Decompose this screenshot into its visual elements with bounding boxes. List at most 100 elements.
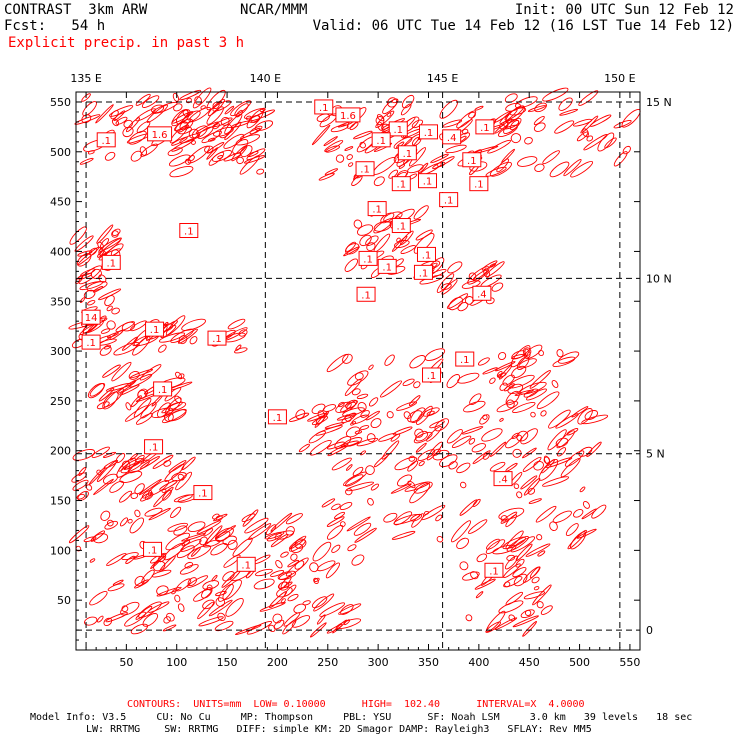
precip-contour <box>199 536 208 546</box>
precip-contour <box>247 523 272 541</box>
contour-label-box <box>143 541 163 557</box>
precip-contour <box>169 154 191 167</box>
precip-contour <box>486 610 506 633</box>
precip-contour <box>190 140 196 145</box>
precip-contour <box>399 230 414 246</box>
precip-contour <box>370 483 380 491</box>
contour-label-box <box>314 99 334 115</box>
precip-contour <box>541 459 556 474</box>
lon-label: 145 E <box>427 72 458 85</box>
precip-contour <box>354 430 363 435</box>
precip-contour <box>446 293 469 309</box>
precip-contour <box>158 344 167 353</box>
precip-contour <box>141 95 160 108</box>
precip-contour <box>89 383 106 397</box>
precip-contour <box>375 110 395 128</box>
precip-contour <box>104 151 116 161</box>
init-time: Init: 00 UTC Sun 12 Feb 12 <box>514 2 734 18</box>
precip-contour <box>184 561 194 569</box>
precip-contour <box>379 380 403 398</box>
contour-label-box <box>207 330 227 346</box>
precip-contour <box>512 448 522 458</box>
precip-contour <box>472 450 491 465</box>
precip-contour <box>109 480 125 493</box>
precip-contour <box>218 583 234 602</box>
precip-contour <box>249 125 263 135</box>
precip-contour <box>332 619 348 634</box>
precip-contour <box>132 336 151 356</box>
precip-contour <box>417 162 429 174</box>
precip-contour <box>476 553 488 563</box>
precip-contour <box>317 410 325 419</box>
precip-contour <box>88 466 106 486</box>
model-info-1: Model Info: V3.5 CU: No Cu MP: Thompson … <box>30 712 693 723</box>
precip-contour <box>474 578 496 590</box>
precip-contour <box>187 145 210 164</box>
precip-contour <box>387 97 398 108</box>
precip-contour <box>142 613 159 627</box>
precip-contour <box>179 89 202 101</box>
precip-contour <box>436 535 444 543</box>
precip-contour <box>324 168 339 176</box>
precip-contour <box>537 550 546 557</box>
contour-label-box <box>469 176 489 192</box>
precip-contour <box>524 344 543 359</box>
precip-contour <box>144 507 163 517</box>
precip-contour <box>435 514 443 522</box>
precip-contour <box>201 587 213 599</box>
precip-contour <box>545 457 573 468</box>
precip-contour <box>557 351 580 364</box>
precip-contour <box>335 401 352 413</box>
lon-label: 135 E <box>70 72 101 85</box>
precip-contour <box>326 516 345 527</box>
precip-contour <box>242 509 259 527</box>
precip-contour <box>503 576 523 588</box>
precip-contour <box>349 122 359 131</box>
precip-contour <box>313 593 335 612</box>
precip-contour <box>118 460 130 472</box>
precip-contour <box>331 544 341 553</box>
precip-contour <box>163 460 172 467</box>
precip-contour <box>570 160 594 178</box>
precip-contour <box>468 438 476 445</box>
contour-label: .1 <box>394 125 404 136</box>
contour-label-box <box>179 223 199 239</box>
precip-contour <box>200 105 206 110</box>
precip-contour <box>477 357 490 366</box>
precip-contour <box>368 364 374 371</box>
precip-contour <box>244 517 269 534</box>
y-tick-label: 250 <box>50 395 71 408</box>
precip-contour <box>456 537 469 550</box>
forecast-hour: Fcst: 54 h <box>4 18 106 34</box>
precip-contour <box>564 450 585 467</box>
precip-contour <box>289 412 310 422</box>
contour-label: .1 <box>474 180 484 191</box>
precip-contour <box>485 261 505 278</box>
precip-contour <box>468 272 477 280</box>
contour-label: .1 <box>241 560 251 571</box>
precip-contour <box>346 154 353 161</box>
precip-contour <box>247 151 259 157</box>
precip-contour <box>402 378 415 387</box>
precip-contour <box>516 430 529 442</box>
precip-contour <box>524 136 533 145</box>
precip-contour <box>542 150 560 165</box>
contour-label-box <box>147 126 173 142</box>
precip-contour <box>559 108 579 116</box>
precip-contour <box>509 120 520 131</box>
precip-contour <box>124 405 149 422</box>
precip-contour <box>185 158 192 165</box>
precip-contour <box>504 581 511 588</box>
contour-label-box <box>81 309 101 325</box>
precip-contour <box>457 372 480 384</box>
precip-contour <box>83 536 97 543</box>
precip-contour <box>222 535 237 546</box>
precip-contour <box>356 393 369 400</box>
contour-label: .4 <box>477 289 487 300</box>
precip-contour <box>314 410 330 428</box>
contour-label-box <box>442 129 462 145</box>
precip-contour <box>495 361 516 372</box>
precip-contour <box>505 462 518 472</box>
precip-contour <box>206 584 213 591</box>
lat-label: 15 N <box>646 96 672 109</box>
